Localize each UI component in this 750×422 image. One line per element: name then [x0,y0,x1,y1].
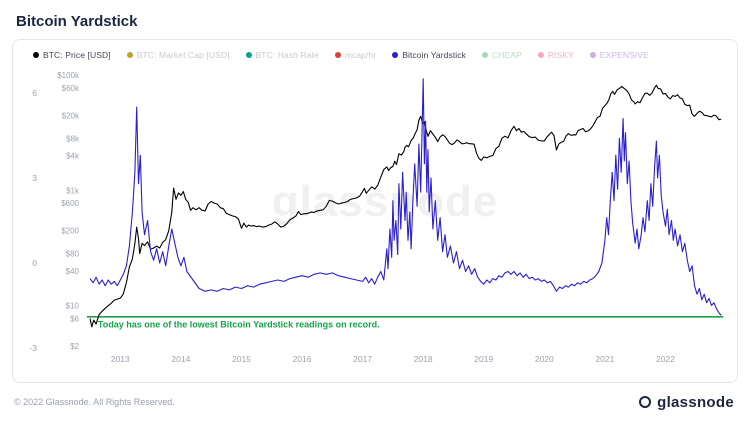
legend-label: Bitcoin Yardstick [402,50,466,60]
legend-item-btc-market-cap[interactable]: BTC: Market Cap [USD] [126,50,230,60]
yardstick-axis-tick: 0 [32,258,37,268]
price-axis-tick: $100k [57,71,80,80]
glassnode-logo: glassnode [639,394,734,411]
price-axis-tick: $80 [66,250,80,259]
chart-card: BTC: Price [USD] BTC: Market Cap [USD] B… [12,39,738,383]
legend-item-risky[interactable]: RISKY [537,50,574,60]
legend-label: CHEAP [491,50,522,60]
legend-dot-btc-hash-rate [245,52,252,58]
page-title: Bitcoin Yardstick [16,13,138,30]
price-line [89,84,722,328]
year-axis-tick: 2013 [111,354,130,364]
yardstick-line [89,78,722,316]
legend-label: BTC: Hash Rate [255,50,319,60]
price-axis-tick: $1k [66,186,80,195]
legend-item-expensive[interactable]: EXPENSIVE [589,50,649,60]
year-axis-tick: 2016 [293,354,312,364]
price-axis-tick: $8k [66,134,80,143]
year-axis-tick: 2015 [232,354,251,364]
legend-dot-expensive [589,52,596,58]
legend-label: mcap/hr [344,50,377,60]
glassnode-wordmark: glassnode [657,393,734,411]
price-axis-tick: $20k [62,111,80,120]
yardstick-axis-tick: 3 [32,173,37,183]
yardstick-axis-tick: 6 [32,88,37,98]
price-axis-tick: $600 [61,199,79,208]
legend-dot-bitcoin-yardstick [392,52,399,58]
legend-label: BTC: Market Cap [USD] [136,50,230,60]
legend-item-btc-price[interactable]: BTC: Price [USD] [33,50,111,60]
price-axis-tick: $10 [66,302,80,311]
legend-dot-risky [537,52,544,58]
year-axis-tick: 2014 [171,354,190,364]
glassnode-ring-icon [639,396,652,408]
year-axis-tick: 2018 [414,354,433,364]
legend-label: EXPENSIVE [599,50,649,60]
legend-dot-mcap-hr [334,52,341,58]
footer: © 2022 Glassnode. All Rights Reserved. g… [0,383,750,421]
year-axis-tick: 2017 [353,354,372,364]
legend-dot-btc-price [33,52,39,58]
price-axis-tick: $4k [66,152,80,161]
legend-item-bitcoin-yardstick[interactable]: Bitcoin Yardstick [392,50,466,60]
price-axis-tick: $200 [61,227,79,236]
price-axis-tick: $6 [70,314,79,323]
legend-item-mcap-hr[interactable]: mcap/hr [334,50,377,60]
legend-item-cheap[interactable]: CHEAP [481,50,522,60]
yardstick-chart[interactable]: glassnode 6 3 0 -3 $100k $60k $20k $8k $4k $1k $600… [13,64,737,376]
legend-label: RISKY [547,50,574,60]
yardstick-axis-tick: -3 [29,343,37,353]
legend-item-btc-hash-rate[interactable]: BTC: Hash Rate [245,50,319,60]
year-axis-tick: 2021 [595,354,614,364]
annotation-text: Today has one of the lowest Bitcoin Yard… [98,319,380,329]
legend-dot-btc-market-cap [126,52,133,58]
price-axis-tick: $40 [66,267,80,276]
watermark-text: glassnode [272,177,499,226]
copyright-text: © 2022 Glassnode. All Rights Reserved. [14,397,175,407]
year-axis-tick: 2022 [656,354,675,364]
year-axis-tick: 2019 [474,354,493,364]
price-axis-tick: $60k [62,84,80,93]
year-axis-tick: 2020 [535,354,554,364]
legend-dot-cheap [481,52,488,58]
chart-legend: BTC: Price [USD] BTC: Market Cap [USD] B… [13,40,737,62]
legend-label: BTC: Price [USD] [43,50,111,60]
price-axis-tick: $2 [70,342,79,351]
